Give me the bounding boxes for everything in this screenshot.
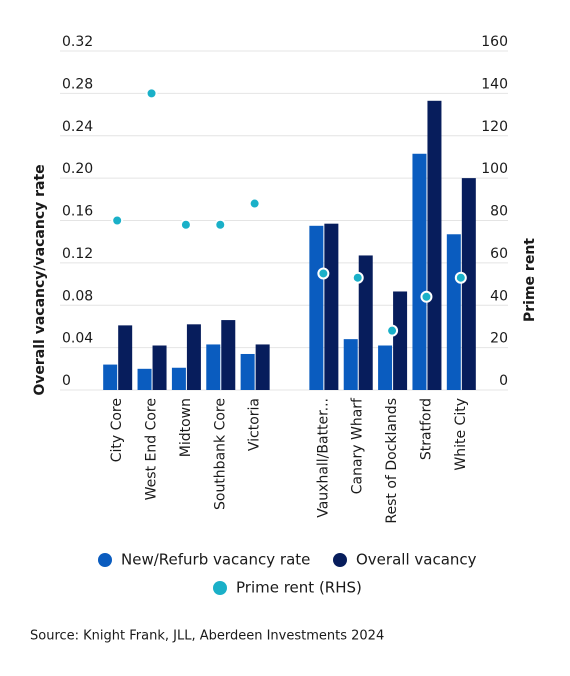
y2-tick-label: 120 bbox=[481, 119, 508, 135]
rent-dot bbox=[317, 267, 330, 280]
legend-marker bbox=[98, 553, 112, 567]
y2-tick-label: 100 bbox=[481, 161, 508, 177]
legend-marker bbox=[213, 581, 227, 595]
rent-dot bbox=[420, 290, 433, 303]
bar bbox=[309, 225, 324, 390]
y2-tick-label: 0 bbox=[499, 373, 508, 389]
y-tick-label: 0.28 bbox=[62, 76, 93, 92]
bar bbox=[186, 324, 201, 390]
source-note: Source: Knight Frank, JLL, Aberdeen Inve… bbox=[30, 629, 384, 644]
y-tick-label: 0 bbox=[62, 373, 71, 389]
rent-dot bbox=[386, 324, 399, 337]
y2-tick-label: 60 bbox=[490, 246, 508, 262]
y-tick-label: 0.08 bbox=[62, 288, 93, 304]
y2-tick-label: 20 bbox=[490, 331, 508, 347]
y-tick-label: 0.32 bbox=[62, 34, 93, 50]
x-tick-label: Midtown bbox=[178, 398, 194, 457]
x-tick-label: Southbank Core bbox=[212, 398, 228, 510]
bar bbox=[221, 320, 236, 390]
rent-dot bbox=[454, 271, 467, 284]
bar bbox=[358, 255, 373, 390]
bar bbox=[171, 367, 186, 390]
y-tick-label: 0.16 bbox=[62, 204, 93, 220]
legend-marker bbox=[333, 553, 347, 567]
rent-dot bbox=[179, 218, 192, 231]
bar bbox=[412, 153, 427, 390]
y-tick-label: 0.12 bbox=[62, 246, 93, 262]
bar bbox=[118, 325, 133, 390]
bar bbox=[393, 291, 408, 390]
y-tick-label: 0.20 bbox=[62, 161, 93, 177]
bar bbox=[152, 345, 167, 390]
rent-dot bbox=[351, 271, 364, 284]
y-tick-label: 0.24 bbox=[62, 119, 93, 135]
legend-label: Overall vacancy bbox=[356, 551, 477, 569]
bar bbox=[240, 353, 255, 390]
legend-label: New/Refurb vacancy rate bbox=[121, 551, 310, 569]
bar bbox=[343, 339, 358, 390]
bar bbox=[137, 368, 152, 390]
x-tick-label: Canary Wharf bbox=[350, 397, 366, 494]
rent-dot bbox=[248, 197, 261, 210]
y-axis-title: Overall vacancy/vacancy rate bbox=[32, 164, 48, 395]
bar bbox=[255, 344, 270, 390]
x-tick-label: Stratford bbox=[418, 398, 434, 460]
rent-dot bbox=[214, 218, 227, 231]
y2-tick-label: 80 bbox=[490, 204, 508, 220]
bar bbox=[461, 178, 476, 390]
bar bbox=[446, 234, 461, 390]
bar bbox=[427, 100, 442, 391]
x-tick-label: Victoria bbox=[247, 398, 263, 451]
x-tick-label: Vauxhall/Batter... bbox=[315, 398, 331, 518]
y-tick-label: 0.04 bbox=[62, 331, 93, 347]
bar bbox=[103, 364, 118, 390]
y2-tick-label: 160 bbox=[481, 34, 508, 50]
x-tick-label: White City bbox=[453, 398, 469, 471]
x-tick-label: West End Core bbox=[144, 398, 160, 500]
legend-label: Prime rent (RHS) bbox=[236, 579, 362, 597]
y2-tick-label: 40 bbox=[490, 288, 508, 304]
rent-dot bbox=[111, 214, 124, 227]
y2-tick-label: 140 bbox=[481, 76, 508, 92]
bar bbox=[324, 223, 339, 390]
x-tick-label: Rest of Docklands bbox=[384, 398, 400, 524]
bar bbox=[378, 345, 393, 390]
y2-axis-title: Prime rent bbox=[522, 238, 538, 322]
bar bbox=[206, 344, 221, 390]
x-tick-label: City Core bbox=[109, 398, 125, 462]
rent-dot bbox=[145, 87, 158, 100]
